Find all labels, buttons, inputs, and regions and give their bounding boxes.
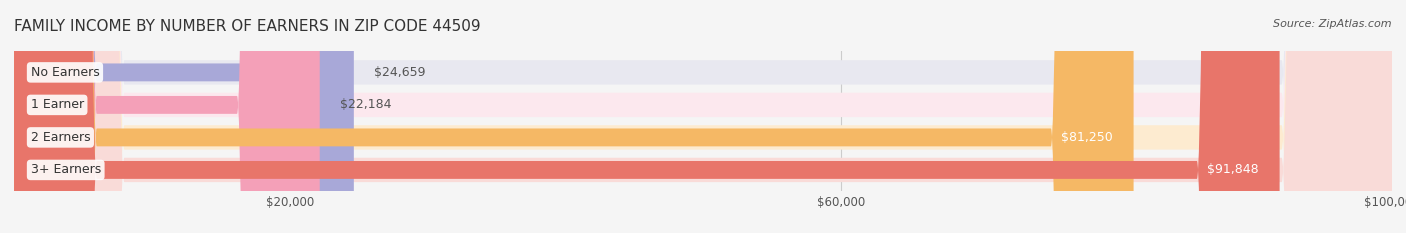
Text: $24,659: $24,659: [374, 66, 426, 79]
Text: $91,848: $91,848: [1208, 163, 1258, 176]
FancyBboxPatch shape: [14, 0, 1392, 233]
Text: $22,184: $22,184: [340, 98, 392, 111]
Text: 1 Earner: 1 Earner: [31, 98, 84, 111]
Text: No Earners: No Earners: [31, 66, 100, 79]
FancyBboxPatch shape: [14, 0, 1279, 233]
Text: 2 Earners: 2 Earners: [31, 131, 90, 144]
FancyBboxPatch shape: [14, 0, 1392, 233]
FancyBboxPatch shape: [14, 0, 1133, 233]
Text: FAMILY INCOME BY NUMBER OF EARNERS IN ZIP CODE 44509: FAMILY INCOME BY NUMBER OF EARNERS IN ZI…: [14, 19, 481, 34]
FancyBboxPatch shape: [14, 0, 1392, 233]
FancyBboxPatch shape: [14, 0, 319, 233]
Text: $81,250: $81,250: [1062, 131, 1114, 144]
FancyBboxPatch shape: [14, 0, 1392, 233]
FancyBboxPatch shape: [14, 0, 354, 233]
Text: Source: ZipAtlas.com: Source: ZipAtlas.com: [1274, 19, 1392, 29]
Text: 3+ Earners: 3+ Earners: [31, 163, 101, 176]
